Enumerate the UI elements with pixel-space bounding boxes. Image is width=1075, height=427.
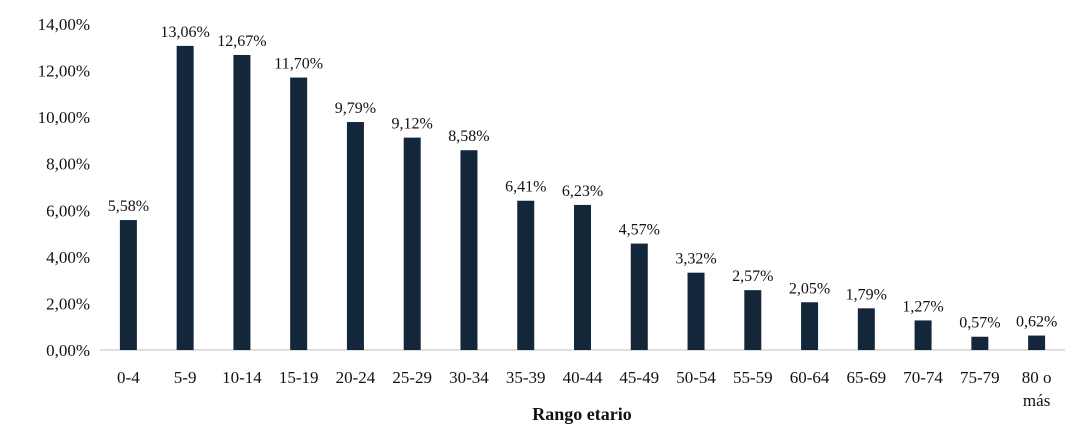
data-label: 8,58% bbox=[448, 128, 489, 145]
x-tick-label: 70-74 bbox=[903, 368, 943, 387]
x-tick-label: 60-64 bbox=[790, 368, 830, 387]
y-tick-label: 0,00% bbox=[46, 341, 90, 360]
x-axis-title: Rango etario bbox=[532, 404, 631, 424]
x-tick-label: 5-9 bbox=[174, 368, 197, 387]
data-label: 4,57% bbox=[619, 222, 660, 239]
bar bbox=[1028, 335, 1046, 350]
y-tick-label: 10,00% bbox=[38, 108, 90, 127]
x-tick-label: 0-4 bbox=[117, 368, 140, 387]
bar bbox=[460, 150, 478, 350]
x-tick-label: 75-79 bbox=[960, 368, 1000, 387]
y-tick-label: 8,00% bbox=[46, 155, 90, 174]
data-label: 2,05% bbox=[789, 280, 830, 297]
bar bbox=[914, 320, 932, 350]
data-label: 6,41% bbox=[505, 179, 546, 196]
bar bbox=[119, 220, 137, 350]
data-label: 11,70% bbox=[274, 56, 323, 73]
y-tick-label: 12,00% bbox=[38, 62, 90, 81]
data-labels: 5,58% 13,06% 12,67% 11,70% 9,79% 9,12% 8,58% 6,… bbox=[108, 24, 1058, 332]
bar bbox=[233, 54, 251, 350]
x-tick-label: 25-29 bbox=[392, 368, 432, 387]
x-tick-label: 15-19 bbox=[279, 368, 319, 387]
x-axis-ticks: 0-4 5-9 10-14 15-19 20-24 25-29 30-34 35-39 40-4… bbox=[117, 368, 1051, 410]
data-label: 2,57% bbox=[732, 268, 773, 285]
data-label: 0,62% bbox=[1016, 314, 1057, 331]
bar bbox=[346, 122, 364, 350]
bar bbox=[574, 204, 591, 350]
x-tick-label: 65-69 bbox=[846, 368, 886, 387]
data-label: 9,12% bbox=[392, 116, 433, 133]
bar bbox=[176, 45, 194, 350]
data-label: 13,06% bbox=[160, 24, 209, 41]
bar bbox=[857, 308, 875, 350]
x-tick-label: 10-14 bbox=[222, 368, 262, 387]
data-label: 1,27% bbox=[902, 298, 943, 315]
x-tick-label: 40-44 bbox=[563, 368, 603, 387]
bar bbox=[517, 200, 535, 350]
bar bbox=[290, 77, 308, 351]
bar bbox=[801, 302, 819, 350]
x-tick-label: 50-54 bbox=[676, 368, 716, 387]
data-label: 6,23% bbox=[562, 183, 603, 200]
x-tick-label: 20-24 bbox=[336, 368, 376, 387]
y-tick-label: 2,00% bbox=[46, 294, 90, 313]
bar bbox=[971, 336, 989, 350]
x-tick-label: 55-59 bbox=[733, 368, 773, 387]
data-label: 9,79% bbox=[335, 100, 376, 117]
data-label: 12,67% bbox=[217, 33, 266, 50]
bars bbox=[119, 45, 1046, 351]
y-tick-label: 6,00% bbox=[46, 201, 90, 220]
x-tick-label: 35-39 bbox=[506, 368, 546, 387]
data-label: 1,79% bbox=[846, 286, 887, 303]
bar bbox=[687, 272, 705, 350]
x-tick-label: 80 o más bbox=[1022, 368, 1052, 410]
bar bbox=[630, 243, 648, 350]
data-label: 5,58% bbox=[108, 198, 149, 215]
x-tick-label: 30-34 bbox=[449, 368, 489, 387]
y-axis-ticks: 0,00% 2,00% 4,00% 6,00% 8,00% 10,00% 12,00% 14,… bbox=[38, 15, 90, 360]
x-tick-label: 45-49 bbox=[619, 368, 659, 387]
y-tick-label: 4,00% bbox=[46, 248, 90, 267]
y-tick-label: 14,00% bbox=[38, 15, 90, 34]
bar bbox=[744, 290, 762, 350]
data-label: 3,32% bbox=[675, 251, 716, 268]
bar bbox=[403, 137, 421, 350]
data-label: 0,57% bbox=[959, 315, 1000, 332]
